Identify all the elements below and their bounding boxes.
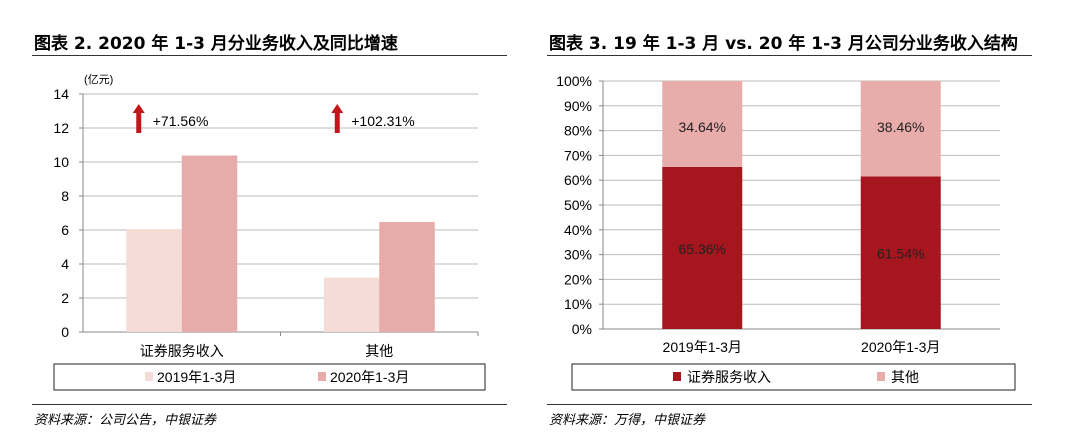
data-label: 61.54% — [877, 246, 924, 262]
legend-swatch — [318, 372, 326, 381]
title-divider-right — [547, 55, 1032, 56]
data-label: 38.46% — [877, 119, 924, 135]
y-tick-label: 10 — [53, 154, 69, 170]
x-category-label: 证券服务收入 — [140, 343, 224, 359]
source-right: 资料来源：万得，中银证券 — [549, 413, 706, 428]
y-tick-label: 10% — [564, 296, 592, 312]
y-tick-label: 2 — [61, 290, 69, 306]
growth-arrow-icon — [136, 112, 142, 133]
y-tick-label: 6 — [61, 222, 69, 238]
y-tick-label: 100% — [556, 73, 592, 89]
bar-other — [860, 81, 941, 177]
data-label: 34.64% — [679, 119, 726, 135]
data-label: 65.36% — [679, 241, 726, 257]
chart-title-right: 图表 3. 19 年 1-3 月 vs. 20 年 1-3 月公司分业务收入结构 — [549, 34, 1018, 54]
y-tick-label: 40% — [564, 222, 592, 238]
y-tick-label: 20% — [564, 271, 592, 287]
y-tick-label: 8 — [61, 188, 69, 204]
growth-arrow-head-icon — [132, 104, 145, 113]
y-tick-label: 90% — [564, 98, 592, 114]
legend-swatch — [877, 372, 885, 381]
growth-label: +102.31% — [351, 113, 414, 129]
x-category-label: 2019年1-3月 — [663, 339, 742, 355]
y-axis-unit: (亿元) — [84, 73, 113, 86]
bar-2019 — [323, 277, 380, 332]
growth-label: +71.56% — [153, 113, 209, 129]
legend-swatch — [673, 372, 681, 381]
y-tick-label: 60% — [564, 172, 592, 188]
source-left: 资料来源：公司公告，中银证券 — [34, 413, 217, 428]
growth-arrow-icon — [334, 112, 340, 133]
bar-securities-service — [662, 166, 743, 329]
y-tick-label: 0% — [572, 321, 592, 337]
bar-2019 — [126, 229, 182, 332]
legend-label: 其他 — [891, 369, 919, 385]
legend-label: 2019年1-3月 — [157, 369, 236, 385]
chart-title-left: 图表 2. 2020 年 1-3 月分业务收入及同比增速 — [34, 34, 398, 54]
bar-2020 — [181, 155, 238, 332]
y-tick-label: 14 — [53, 86, 69, 102]
bar-other — [662, 81, 743, 167]
y-tick-label: 0 — [61, 324, 69, 340]
y-tick-label: 50% — [564, 197, 592, 213]
legend-label: 证券服务收入 — [687, 369, 771, 385]
legend-box — [571, 363, 1016, 391]
growth-arrow-head-icon — [331, 104, 344, 113]
source-divider-left — [32, 404, 507, 405]
source-divider-right — [547, 404, 1032, 405]
bar-securities-service — [860, 176, 941, 329]
legend-swatch — [145, 372, 153, 381]
legend-label: 2020年1-3月 — [330, 369, 409, 385]
x-category-label: 2020年1-3月 — [861, 339, 940, 355]
x-category-label: 其他 — [365, 343, 393, 359]
title-divider-left — [32, 55, 507, 56]
y-tick-label: 12 — [53, 120, 69, 136]
y-tick-label: 70% — [564, 147, 592, 163]
y-tick-label: 80% — [564, 123, 592, 139]
bar-2020 — [379, 222, 435, 332]
y-tick-label: 30% — [564, 247, 592, 263]
legend-box — [53, 363, 486, 391]
y-tick-label: 4 — [61, 256, 69, 272]
